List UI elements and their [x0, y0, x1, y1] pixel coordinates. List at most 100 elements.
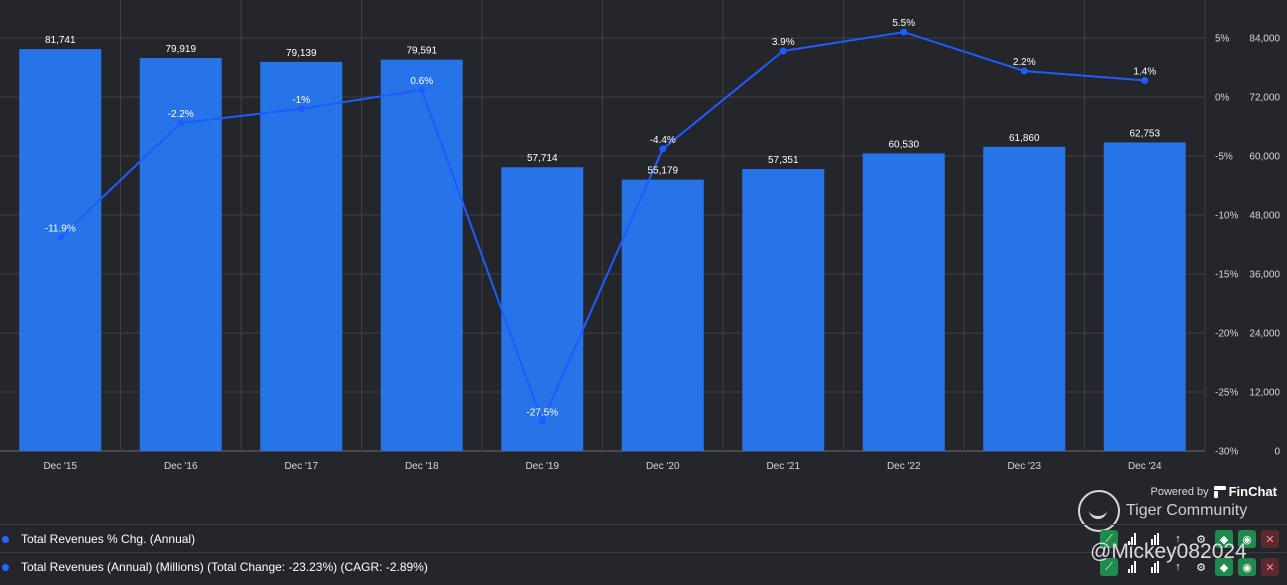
revenue-bar [1103, 142, 1186, 451]
pct-change-point [1020, 67, 1028, 75]
bar-alt-icon[interactable] [1146, 558, 1164, 576]
pct-change-label: 3.9% [772, 37, 795, 48]
pct-change-point [1141, 76, 1149, 84]
pct-change-polyline [59, 31, 1145, 425]
axis-labels: 84,000 72,000 60,000 48,000 36,000 24,000 12,0… [43, 34, 1280, 473]
revenue-bar [19, 49, 102, 451]
powered-by: Powered by FinChat [1151, 484, 1277, 499]
data-labels: 81,741 79,919 79,139 79,591 57,714 55,179 57,3… [45, 18, 1161, 418]
pct-axis-tick-label: -15% [1215, 270, 1238, 281]
category-tick-label: Dec '16 [164, 461, 198, 472]
category-tick-label: Dec '17 [284, 461, 318, 472]
value-axis-tick-label: 36,000 [1249, 270, 1280, 281]
pct-change-label: 0.6% [410, 76, 433, 87]
value-axis-tick-label: 24,000 [1249, 329, 1280, 340]
value-axis-tick-label: 0 [1274, 447, 1280, 458]
category-tick-label: Dec '22 [887, 461, 921, 472]
pct-change-label: -2.2% [168, 109, 194, 120]
pct-axis-tick-label: -30% [1215, 447, 1238, 458]
eye-icon[interactable]: ◉ [1238, 530, 1256, 548]
category-tick-label: Dec '21 [766, 461, 800, 472]
sort-icon[interactable]: ↑ [1175, 561, 1181, 573]
bar-value-label: 57,714 [527, 153, 558, 164]
bar-value-label: 61,860 [1009, 133, 1040, 144]
pct-change-point [659, 145, 667, 153]
value-axis-tick-label: 12,000 [1249, 388, 1280, 399]
bar-type-icon[interactable] [1123, 558, 1141, 576]
category-tick-label: Dec '18 [405, 461, 439, 472]
pct-change-label: -1% [292, 95, 310, 106]
legend-item-pct-change[interactable]: Total Revenues % Chg. (Annual) [0, 524, 1287, 553]
revenue-bar [380, 59, 463, 451]
pct-axis-tick-label: -25% [1215, 388, 1238, 399]
revenue-bar [501, 167, 584, 451]
finchat-watermark: Powered by FinChat [1151, 484, 1277, 499]
revenue-bar [862, 153, 945, 451]
category-tick-label: Dec '19 [525, 461, 559, 472]
value-axis-tick-label: 72,000 [1249, 93, 1280, 104]
pct-change-point [297, 105, 305, 113]
legend-item-revenues[interactable]: Total Revenues (Annual) (Millions) (Tota… [0, 552, 1287, 581]
pct-change-label: 1.4% [1133, 66, 1156, 77]
line-type-icon[interactable]: ⟋ [1100, 530, 1118, 548]
tag-icon[interactable]: ◆ [1215, 530, 1233, 548]
close-icon[interactable]: ✕ [1261, 530, 1279, 548]
sort-icon[interactable]: ↑ [1175, 533, 1181, 545]
pct-change-label: -4.4% [650, 135, 676, 146]
legend-label: Total Revenues (Annual) (Millions) (Tota… [21, 560, 428, 574]
pct-axis-tick-label: 0% [1215, 93, 1230, 104]
bar-value-label: 79,919 [165, 44, 196, 55]
revenue-bars [19, 49, 1186, 452]
bar-value-label: 79,591 [406, 46, 437, 57]
line-type-icon[interactable]: ⟋ [1100, 558, 1118, 576]
pct-change-label: -11.9% [45, 223, 76, 234]
pct-change-point [418, 86, 426, 94]
revenue-bar [621, 179, 704, 451]
series-toolbar-pct: ⟋ ↑ ⚙ ◆ ◉ ✕ [1100, 530, 1279, 548]
series-toolbar-revenue: ⟋ ↑ ⚙ ◆ ◉ ✕ [1100, 558, 1279, 576]
revenue-chart: 81,741 79,919 79,139 79,591 57,714 55,179 57,3… [0, 0, 1280, 473]
legend-dot-icon [2, 563, 9, 571]
finchat-logo-icon [1213, 485, 1226, 498]
finchat-brand: FinChat [1213, 484, 1277, 499]
category-tick-label: Dec '24 [1128, 461, 1162, 472]
revenue-bar [260, 61, 343, 452]
tiger-community-text: Tiger Community [1126, 502, 1248, 519]
category-tick-label: Dec '20 [646, 461, 680, 472]
bar-value-label: 79,139 [286, 48, 317, 59]
legend-dot-icon [2, 535, 9, 543]
gear-icon[interactable]: ⚙ [1196, 561, 1206, 574]
bar-value-label: 57,351 [768, 155, 799, 166]
bar-value-label: 60,530 [888, 139, 919, 150]
pct-axis-tick-label: -10% [1215, 211, 1238, 222]
pct-change-point [177, 119, 185, 127]
author-handle: @Mickey082024 [1090, 540, 1247, 563]
bar-alt-icon[interactable] [1146, 530, 1164, 548]
pct-axis-tick-label: 5% [1215, 34, 1230, 45]
tiger-logo-icon [1078, 490, 1120, 532]
tag-icon[interactable]: ◆ [1215, 558, 1233, 576]
revenue-bar [983, 146, 1066, 452]
pct-change-point [538, 418, 546, 425]
revenue-bar [742, 169, 825, 452]
finchat-brand-text: FinChat [1228, 484, 1277, 499]
category-tick-label: Dec '15 [43, 461, 77, 472]
category-tick-label: Dec '23 [1007, 461, 1041, 472]
pct-change-label: 2.2% [1013, 57, 1036, 68]
powered-by-text: Powered by [1150, 485, 1209, 498]
pct-change-point [900, 28, 908, 36]
value-axis-tick-label: 84,000 [1249, 34, 1280, 45]
value-axis-tick-label: 48,000 [1249, 211, 1280, 222]
bar-value-label: 62,753 [1129, 128, 1160, 139]
pct-axis-tick-label: -5% [1215, 152, 1233, 163]
pct-change-line [56, 28, 1149, 425]
eye-icon[interactable]: ◉ [1238, 558, 1256, 576]
close-icon[interactable]: ✕ [1261, 558, 1279, 576]
pct-change-point [56, 233, 64, 241]
pct-change-label: -27.5% [526, 408, 558, 419]
legend-label: Total Revenues % Chg. (Annual) [21, 532, 196, 546]
gear-icon[interactable]: ⚙ [1196, 533, 1206, 546]
bar-type-icon[interactable] [1123, 530, 1141, 548]
bar-value-label: 55,179 [647, 166, 678, 177]
value-axis-tick-label: 60,000 [1249, 152, 1280, 163]
